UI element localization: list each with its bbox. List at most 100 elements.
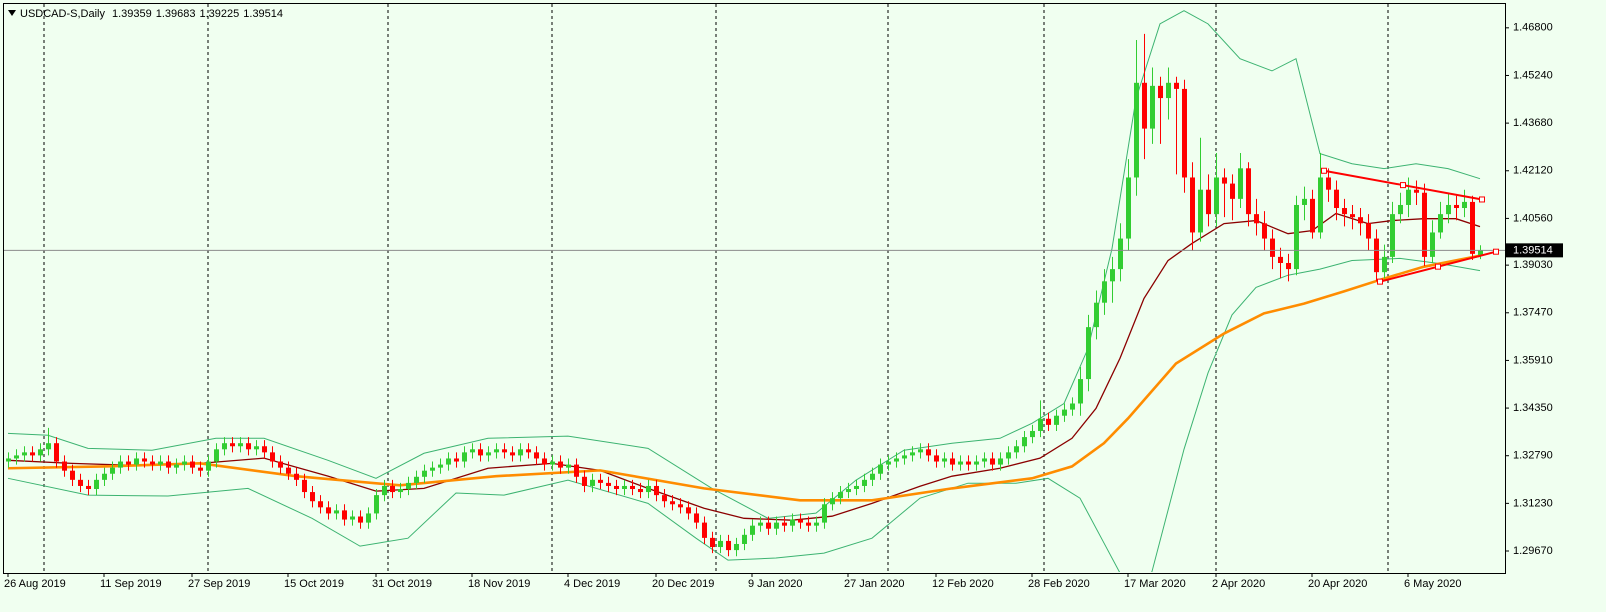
- symbol-title: USDCAD-S,Daily: [20, 8, 105, 20]
- last-high: 1.39683: [156, 8, 196, 20]
- candle-body: [766, 522, 771, 529]
- candle-body: [1438, 214, 1443, 233]
- candle-body: [1206, 189, 1211, 215]
- candle-body: [1054, 415, 1059, 425]
- candle-body: [478, 449, 483, 456]
- candle-body: [974, 461, 979, 465]
- candle-body: [934, 455, 939, 462]
- candle-body: [254, 446, 259, 450]
- candle-body: [606, 482, 611, 486]
- current-price-box: [1506, 243, 1563, 258]
- candle-body: [918, 449, 923, 453]
- candle-body: [630, 485, 635, 490]
- x-tick-label: 2 Apr 2020: [1212, 578, 1265, 590]
- candle-body: [1046, 418, 1051, 425]
- candle-body: [1174, 82, 1179, 89]
- candle-body: [982, 458, 987, 462]
- candle-body: [462, 452, 467, 462]
- candle-body: [1118, 238, 1123, 270]
- candle-body: [1102, 281, 1107, 303]
- candle-body: [886, 461, 891, 465]
- candle-body: [1326, 177, 1331, 190]
- candle-body: [46, 443, 51, 450]
- y-tick-label: 1.45240: [1513, 69, 1553, 81]
- candle-body: [358, 516, 363, 523]
- plot-frame: [3, 3, 1506, 574]
- candle-body: [902, 455, 907, 459]
- candle-body: [1382, 256, 1387, 273]
- candle-body: [1318, 177, 1323, 233]
- candle-body: [1470, 201, 1475, 254]
- candle-body: [286, 467, 291, 474]
- candle-body: [726, 540, 731, 551]
- candle-body: [1374, 238, 1379, 273]
- candle-body: [1190, 177, 1195, 233]
- period-separators: [43, 4, 1389, 573]
- x-tick-label: 27 Sep 2019: [188, 578, 250, 590]
- candle-body: [1310, 198, 1315, 233]
- candle-body: [782, 522, 787, 526]
- candle-body: [318, 501, 323, 508]
- candle-body: [542, 458, 547, 465]
- candle-body: [134, 458, 139, 465]
- y-tick-label: 1.35910: [1513, 354, 1553, 366]
- x-tick-label: 11 Sep 2019: [100, 578, 162, 590]
- candle-body: [510, 452, 515, 456]
- candle-body: [1430, 232, 1435, 257]
- menu-arrow[interactable]: [8, 10, 16, 16]
- candle-body: [374, 495, 379, 514]
- candle-body: [30, 452, 35, 456]
- y-tick-label: 1.32790: [1513, 450, 1553, 462]
- candle-body: [950, 458, 955, 465]
- candle-body: [270, 452, 275, 462]
- candle-body: [758, 522, 763, 526]
- candle-body: [1454, 204, 1459, 209]
- candle-body: [854, 485, 859, 490]
- candle-body: [742, 534, 747, 544]
- candle-body: [1150, 85, 1155, 129]
- candle-body: [302, 479, 307, 493]
- candle-body: [14, 455, 19, 459]
- x-tick-label: 4 Dec 2019: [564, 578, 620, 590]
- candle-body: [1166, 82, 1171, 99]
- candle-body: [1126, 177, 1131, 239]
- chart-header: USDCAD-S,Daily 1.39359 1.39683 1.39225 1.395…: [20, 8, 283, 20]
- candle-body: [590, 479, 595, 486]
- candle-body: [734, 543, 739, 551]
- candle-body: [1270, 238, 1275, 257]
- candle-body: [1182, 88, 1187, 178]
- candle-body: [814, 522, 819, 526]
- candle-body: [502, 449, 507, 453]
- candle-body: [1366, 223, 1371, 239]
- y-tick-label: 1.31230: [1513, 497, 1553, 509]
- candle-body: [1446, 204, 1451, 215]
- y-tick-label: 1.34350: [1513, 402, 1553, 414]
- candle-body: [1110, 269, 1115, 282]
- candle-body: [702, 522, 707, 538]
- candle-body: [1302, 198, 1307, 205]
- candle-body: [1022, 437, 1027, 447]
- candle-body: [1414, 189, 1419, 193]
- y-tick-label: 1.29670: [1513, 545, 1553, 557]
- candle-body: [222, 443, 227, 450]
- candle-body: [38, 449, 43, 456]
- candle-body: [990, 458, 995, 465]
- candle-body: [670, 501, 675, 505]
- candle-body: [1134, 82, 1139, 178]
- x-tick-label: 15 Oct 2019: [284, 578, 344, 590]
- x-tick-label: 12 Feb 2020: [932, 578, 994, 590]
- candle-body: [1086, 327, 1091, 380]
- candle-body: [1422, 192, 1427, 257]
- candle-body: [382, 485, 387, 496]
- candle-body: [54, 443, 59, 462]
- x-tick-label: 31 Oct 2019: [372, 578, 432, 590]
- candle-body: [790, 519, 795, 526]
- candle-body: [1062, 409, 1067, 416]
- candle-body: [1358, 217, 1363, 224]
- candle-body: [558, 461, 563, 468]
- candle-body: [1342, 208, 1347, 215]
- candle-body: [926, 449, 931, 456]
- candle-body: [614, 485, 619, 490]
